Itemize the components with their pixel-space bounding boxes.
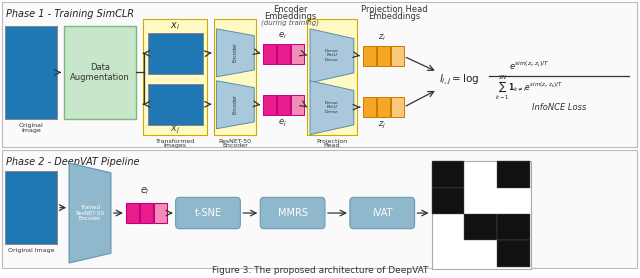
Text: Dense
ReLU
Dense: Dense ReLU Dense [325, 49, 339, 62]
Text: Phase 1 - Training SimCLR: Phase 1 - Training SimCLR [6, 9, 134, 19]
Bar [154, 203, 166, 223]
Text: $e_i$: $e_i$ [278, 30, 287, 41]
Text: Head: Head [324, 143, 340, 148]
Text: $x_j$: $x_j$ [170, 123, 180, 136]
Bar [148, 84, 202, 125]
Text: $e_j$: $e_j$ [278, 118, 287, 129]
Text: $x_i$: $x_i$ [170, 20, 180, 32]
Polygon shape [216, 81, 254, 129]
Bar [5, 171, 57, 200]
Text: Encoder: Encoder [273, 5, 307, 14]
Bar [148, 84, 202, 100]
Text: Encoder: Encoder [223, 143, 248, 148]
FancyBboxPatch shape [260, 197, 325, 229]
Bar [5, 26, 57, 68]
Text: Data
Augmentation: Data Augmentation [70, 63, 130, 82]
Bar [13, 44, 49, 82]
Text: $z_j$: $z_j$ [378, 120, 386, 131]
Bar [5, 171, 57, 244]
Polygon shape [310, 29, 354, 83]
Bar [13, 178, 49, 211]
Bar [291, 95, 304, 115]
Bar [277, 44, 290, 64]
Bar [497, 161, 530, 188]
Text: Trained
ResNET-50
Encoder: Trained ResNET-50 Encoder [76, 205, 104, 221]
Bar [431, 161, 465, 188]
Text: (during training): (during training) [261, 19, 319, 26]
Bar [263, 95, 276, 115]
Bar [3, 150, 637, 268]
Text: Image: Image [21, 128, 41, 133]
Bar [307, 19, 357, 135]
Text: Transformed: Transformed [156, 138, 195, 143]
Polygon shape [69, 163, 111, 263]
Bar [431, 188, 465, 214]
FancyBboxPatch shape [350, 197, 415, 229]
Bar [363, 97, 376, 117]
Bar [5, 171, 57, 244]
FancyBboxPatch shape [175, 197, 241, 229]
Text: Original: Original [19, 123, 44, 128]
Bar [5, 26, 57, 119]
Bar [377, 46, 390, 66]
Bar [465, 214, 497, 240]
Text: t-SNE: t-SNE [195, 208, 221, 218]
Text: $e^{sim(z_i,z_j)/T}$: $e^{sim(z_i,z_j)/T}$ [509, 60, 549, 72]
Bar [148, 33, 202, 74]
Bar [214, 19, 256, 135]
Bar [497, 214, 530, 240]
Bar [390, 46, 404, 66]
Text: $\sum_{k-1}^{2N}\mathbf{1}_{k\neq i}e^{sim(z_i,z_k)/T}$: $\sum_{k-1}^{2N}\mathbf{1}_{k\neq i}e^{s… [495, 73, 563, 102]
Text: $e_i$: $e_i$ [140, 185, 150, 197]
Polygon shape [216, 29, 254, 77]
Text: Projection: Projection [316, 138, 348, 143]
Polygon shape [310, 81, 354, 135]
Bar [64, 26, 136, 119]
Bar [390, 97, 404, 117]
Text: Embeddings: Embeddings [369, 12, 420, 21]
Bar [377, 97, 390, 117]
Bar [148, 33, 202, 74]
Bar [156, 39, 195, 59]
Bar [363, 46, 376, 66]
Bar [126, 203, 139, 223]
Text: Encoder: Encoder [233, 42, 238, 62]
Bar [5, 26, 57, 119]
Text: MMRS: MMRS [278, 208, 308, 218]
Bar [277, 95, 290, 115]
Bar [291, 44, 304, 64]
Bar [143, 19, 207, 135]
Text: Embeddings: Embeddings [264, 12, 316, 21]
Text: $l_{i,j} = \log$: $l_{i,j} = \log$ [440, 73, 480, 87]
Text: InfoNCE Loss: InfoNCE Loss [532, 103, 586, 112]
Text: Original Image: Original Image [8, 248, 54, 253]
Text: Images: Images [164, 143, 187, 148]
Text: Dense
ReLU
Dense: Dense ReLU Dense [325, 101, 339, 114]
Text: Figure 3: The proposed architecture of DeepVAT: Figure 3: The proposed architecture of D… [212, 266, 428, 275]
Bar [148, 33, 202, 49]
Text: $z_i$: $z_i$ [378, 32, 386, 43]
Bar [497, 240, 530, 267]
Text: Encoder: Encoder [233, 94, 238, 114]
Bar [148, 84, 202, 125]
Bar [140, 203, 153, 223]
Text: ResNET-50: ResNET-50 [219, 138, 252, 143]
Text: iVAT: iVAT [372, 208, 392, 218]
Text: Phase 2 - DeepVAT Pipeline: Phase 2 - DeepVAT Pipeline [6, 157, 140, 167]
Bar [431, 161, 531, 269]
Text: Projection Head: Projection Head [362, 5, 428, 14]
Bar [263, 44, 276, 64]
Bar [156, 90, 195, 110]
Bar [3, 3, 637, 147]
